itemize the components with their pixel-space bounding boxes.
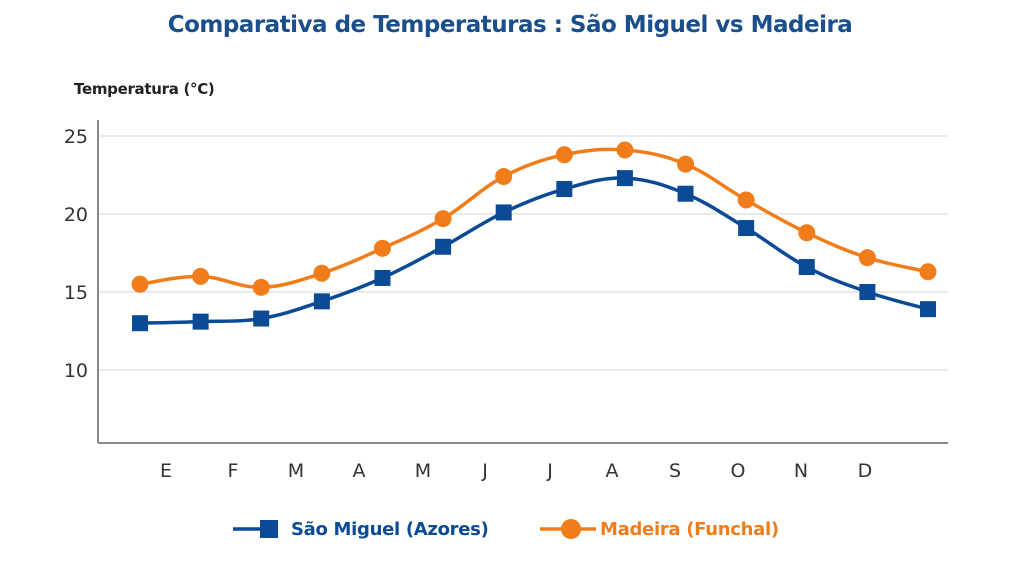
data-point-square [556,181,573,198]
x-tick-label: D [858,460,873,482]
data-point-square [435,238,452,255]
data-point-square [313,293,330,310]
data-point-circle [495,168,513,186]
x-tick-label: O [731,460,746,482]
axes [97,120,948,444]
legend-item-sao-miguel: São Miguel (Azores) [233,517,489,541]
data-point-circle [858,249,876,267]
y-tick-labels: 10 15 20 25 [64,126,88,382]
data-point-square [374,269,391,286]
data-point-square [738,220,755,237]
data-point-circle [677,155,695,173]
legend-label: Madeira (Funchal) [600,518,779,540]
y-tick-label: 15 [64,282,88,304]
x-tick-label: M [288,460,304,482]
x-tick-label: A [353,460,366,482]
data-point-circle [434,210,452,228]
data-point-circle [192,267,210,285]
gridlines [98,135,948,371]
data-point-square [253,310,270,327]
data-point-circle [373,239,391,257]
series-markers [131,141,937,332]
x-tick-label: S [669,460,681,482]
data-point-square [677,185,694,202]
legend-item-madeira: Madeira (Funchal) [540,517,779,541]
data-point-square [798,259,815,276]
x-tick-label: F [228,460,239,482]
legend-circle-marker-icon [540,519,596,539]
x-tick-label: E [160,460,172,482]
data-point-circle [616,141,634,159]
legend: São Miguel (Azores) Madeira (Funchal) [0,517,1020,547]
y-tick-label: 10 [64,360,88,382]
data-point-square [859,284,876,300]
x-tick-label: M [415,460,431,482]
data-point-circle [737,191,755,209]
data-point-circle [313,264,331,282]
data-point-circle [131,275,149,293]
data-point-square [495,204,512,221]
data-point-circle [798,224,816,242]
legend-square-marker-icon [233,520,278,538]
data-point-square [616,170,633,187]
x-tick-label: J [481,460,488,482]
x-tick-label: N [794,460,808,482]
data-point-square [192,313,209,330]
data-point-square [132,315,148,332]
x-tick-label: J [546,460,553,482]
data-point-square [920,301,936,318]
y-tick-label: 25 [64,126,88,148]
data-point-circle [555,146,573,164]
data-point-circle [252,278,270,296]
chart-title: Comparativa de Temperaturas : São Miguel… [167,12,853,38]
y-tick-label: 20 [64,204,88,226]
data-point-circle [919,263,937,281]
series-line-sao-miguel [139,176,929,325]
legend-label: São Miguel (Azores) [291,518,489,540]
x-tick-label: A [606,460,619,482]
y-axis-label: Temperatura (°C) [74,80,215,98]
